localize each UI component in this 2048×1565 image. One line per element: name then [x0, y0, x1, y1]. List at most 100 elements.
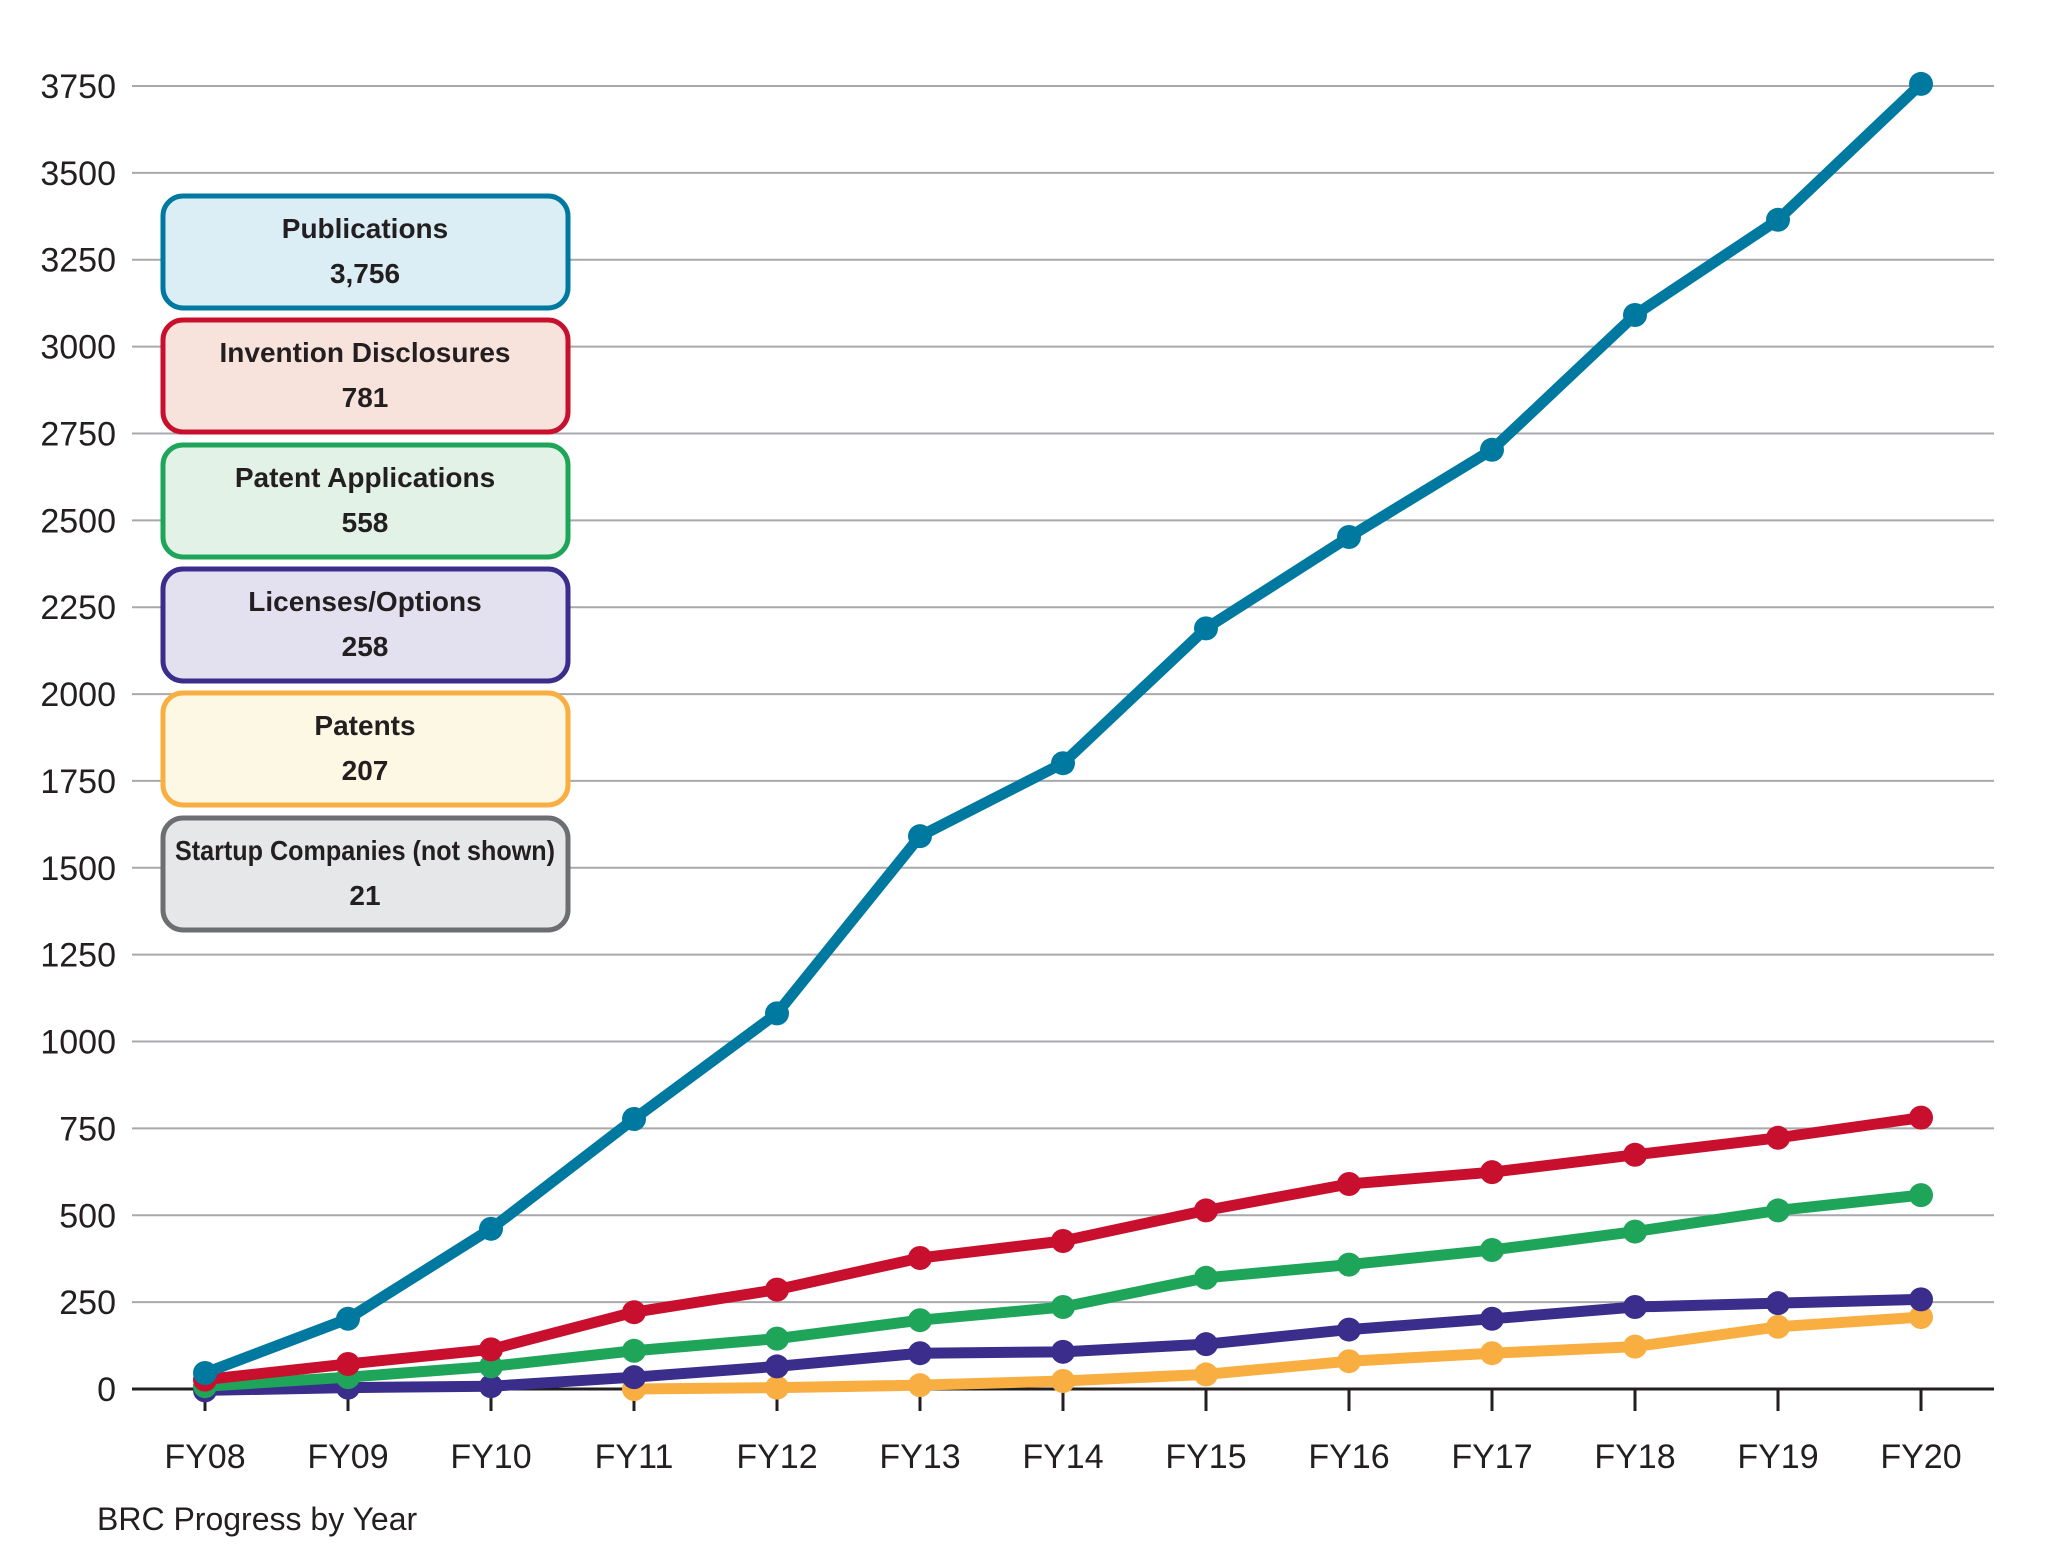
data-point	[908, 1308, 932, 1333]
legend-title: Licenses/Options	[248, 586, 481, 617]
data-point	[1766, 207, 1790, 232]
data-point	[1194, 1362, 1218, 1387]
data-point	[1766, 1125, 1790, 1150]
legend-item: Invention Disclosures 781	[160, 317, 571, 435]
x-tick-label: FY20	[1880, 1438, 1961, 1476]
data-point	[1909, 1105, 1933, 1130]
data-point	[1337, 1317, 1361, 1342]
legend-value: 3,756	[330, 258, 400, 289]
y-tick-label: 1250	[40, 937, 116, 975]
legend-item: Startup Companies (not shown) 21	[160, 815, 571, 933]
x-tick-label: FY10	[450, 1438, 531, 1476]
legend-item: Publications 3,756	[160, 193, 571, 311]
x-tick-label: FY09	[307, 1438, 388, 1476]
data-point	[1766, 1198, 1790, 1223]
x-tick-label: FY12	[736, 1438, 817, 1476]
data-point	[193, 1361, 217, 1386]
legend-value: 21	[349, 880, 380, 911]
data-point	[1194, 1265, 1218, 1290]
legend-value: 258	[342, 631, 389, 662]
data-point	[765, 1375, 789, 1400]
legend-title: Publications	[282, 213, 448, 244]
y-tick-label: 500	[59, 1197, 116, 1235]
data-point	[479, 1374, 503, 1399]
y-tick-label: 1000	[40, 1024, 116, 1062]
data-point	[1623, 302, 1647, 327]
x-tick-label: FY16	[1308, 1438, 1389, 1476]
series-lines	[193, 71, 1933, 1403]
data-point	[1051, 751, 1075, 776]
data-point	[622, 1365, 646, 1390]
data-point	[908, 1373, 932, 1398]
series-patents	[622, 1305, 1933, 1401]
data-point	[1480, 437, 1504, 462]
series-licenses-options	[193, 1287, 1933, 1403]
data-point	[1194, 616, 1218, 641]
data-point	[765, 1354, 789, 1379]
data-point	[479, 1354, 503, 1379]
legend-box	[160, 815, 571, 933]
series-publications	[193, 71, 1933, 1386]
x-tick-label: FY19	[1737, 1438, 1818, 1476]
y-tick-label: 2000	[40, 676, 116, 714]
x-axis: FY08 FY09 FY10 FY11 FY12 FY13 FY14 FY15 FY16 FY17…	[132, 1387, 1994, 1476]
legend-box	[160, 442, 571, 560]
x-tick-label: FY11	[595, 1438, 674, 1476]
legend: Publications 3,756 Invention Disclosures 78…	[160, 193, 571, 933]
data-point	[1623, 1142, 1647, 1167]
legend-title: Invention Disclosures	[220, 337, 511, 368]
data-point	[1623, 1294, 1647, 1319]
data-point	[1194, 1332, 1218, 1357]
data-point	[336, 1306, 360, 1331]
data-point	[1623, 1334, 1647, 1359]
y-tick-label: 2250	[40, 589, 116, 627]
y-tick-label: 250	[59, 1284, 116, 1322]
data-point	[1337, 1349, 1361, 1374]
data-point	[1909, 1305, 1933, 1330]
legend-box	[160, 317, 571, 435]
y-tick-label: 2500	[40, 502, 116, 540]
data-point	[1194, 1198, 1218, 1223]
y-axis-ticks: 0 250 500 750 1000 1250 1500 1750 2000 2250 2500 27…	[40, 68, 116, 1409]
legend-value: 207	[342, 755, 389, 786]
legend-title: Startup Companies (not shown)	[175, 835, 555, 866]
legend-item: Licenses/Options 258	[160, 566, 571, 684]
legend-value: 781	[342, 382, 389, 413]
x-tick-label: FY18	[1594, 1438, 1675, 1476]
x-tick-label: FY13	[879, 1438, 960, 1476]
y-tick-label: 3750	[40, 68, 116, 106]
y-tick-label: 1750	[40, 763, 116, 801]
legend-item: Patent Applications 558	[160, 442, 571, 560]
data-point	[908, 824, 932, 849]
chart-caption: BRC Progress by Year	[97, 1501, 418, 1537]
x-tick-label: FY17	[1451, 1438, 1532, 1476]
y-tick-label: 2750	[40, 415, 116, 453]
data-point	[1480, 1238, 1504, 1263]
data-point	[479, 1216, 503, 1241]
data-point	[1909, 71, 1933, 96]
data-point	[1480, 1160, 1504, 1185]
data-point	[1337, 1252, 1361, 1277]
y-tick-label: 3500	[40, 155, 116, 193]
data-point	[765, 1326, 789, 1351]
y-tick-label: 1500	[40, 850, 116, 888]
y-tick-label: 3000	[40, 329, 116, 367]
x-tick-label: FY15	[1165, 1438, 1246, 1476]
data-point	[1909, 1287, 1933, 1312]
legend-box	[160, 193, 571, 311]
legend-value: 558	[342, 507, 389, 538]
legend-box	[160, 566, 571, 684]
series-invention-disclosures	[193, 1105, 1933, 1392]
data-point	[908, 1341, 932, 1366]
data-point	[1051, 1228, 1075, 1253]
data-point	[1337, 525, 1361, 550]
series-line	[628, 1311, 1927, 1395]
series-patent-applications	[193, 1183, 1933, 1399]
data-point	[622, 1107, 646, 1132]
data-point	[1337, 1171, 1361, 1196]
legend-title: Patent Applications	[235, 462, 495, 493]
data-point	[765, 1001, 789, 1026]
data-point	[765, 1277, 789, 1302]
legend-box	[160, 690, 571, 808]
